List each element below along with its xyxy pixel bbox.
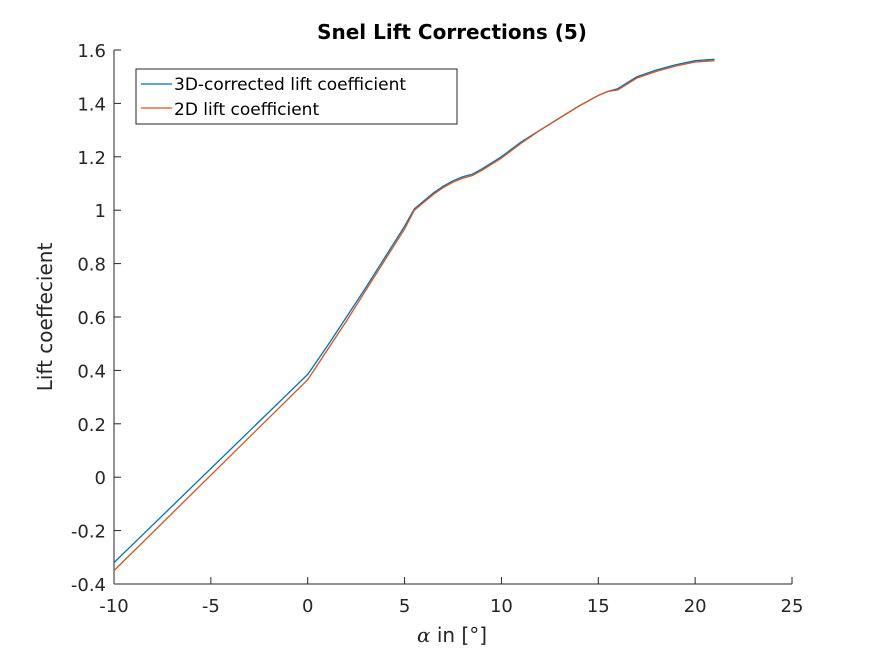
y-tick-label: 0.2	[77, 415, 106, 436]
x-axis-label-symbol: α	[417, 623, 431, 647]
series-layer	[113, 58, 715, 572]
y-tick-label: 1	[95, 201, 106, 222]
x-tick-label: 25	[781, 596, 804, 617]
y-tick-label: 0.4	[77, 361, 106, 382]
y-tick-label: 1.4	[77, 94, 106, 115]
chart-title: Snel Lift Corrections (5)	[317, 20, 587, 44]
x-tick-label: -10	[99, 596, 128, 617]
x-tick-label: 0	[302, 596, 313, 617]
x-tick-label: -5	[202, 596, 220, 617]
x-axis-label-text: in [°]	[430, 623, 487, 647]
y-tick-label: 0.8	[77, 255, 106, 276]
y-tick-label: 0.6	[77, 308, 106, 329]
y-tick-label: 1.6	[77, 41, 106, 62]
x-tick-label: 20	[684, 596, 707, 617]
x-tick-label: 15	[587, 596, 610, 617]
series-line-0	[113, 58, 715, 564]
y-tick-label: -0.4	[71, 575, 106, 596]
y-tick-label: 0	[95, 468, 106, 489]
legend-label-3d: 3D-corrected lift coefficient	[174, 75, 406, 95]
legend-label-2d: 2D lift coefficient	[174, 100, 319, 120]
y-tick-label: -0.2	[71, 522, 106, 543]
legend-box	[135, 68, 458, 125]
ticks-layer: -10 -5 0 5 10 15 20 25 -0.4 -0.2 0 0.2 0.4 0.6 0.8 1 1.2…	[71, 41, 804, 617]
y-axis-label: Lift coeffecient	[33, 243, 57, 392]
y-tick-label: 1.2	[77, 148, 106, 169]
series-line-1	[113, 60, 715, 572]
x-tick-label: 5	[399, 596, 410, 617]
legend: 3D-corrected lift coefficient 2D lift co…	[135, 68, 458, 125]
x-axis-label: α in [°]	[417, 623, 487, 647]
x-tick-label: 10	[490, 596, 513, 617]
